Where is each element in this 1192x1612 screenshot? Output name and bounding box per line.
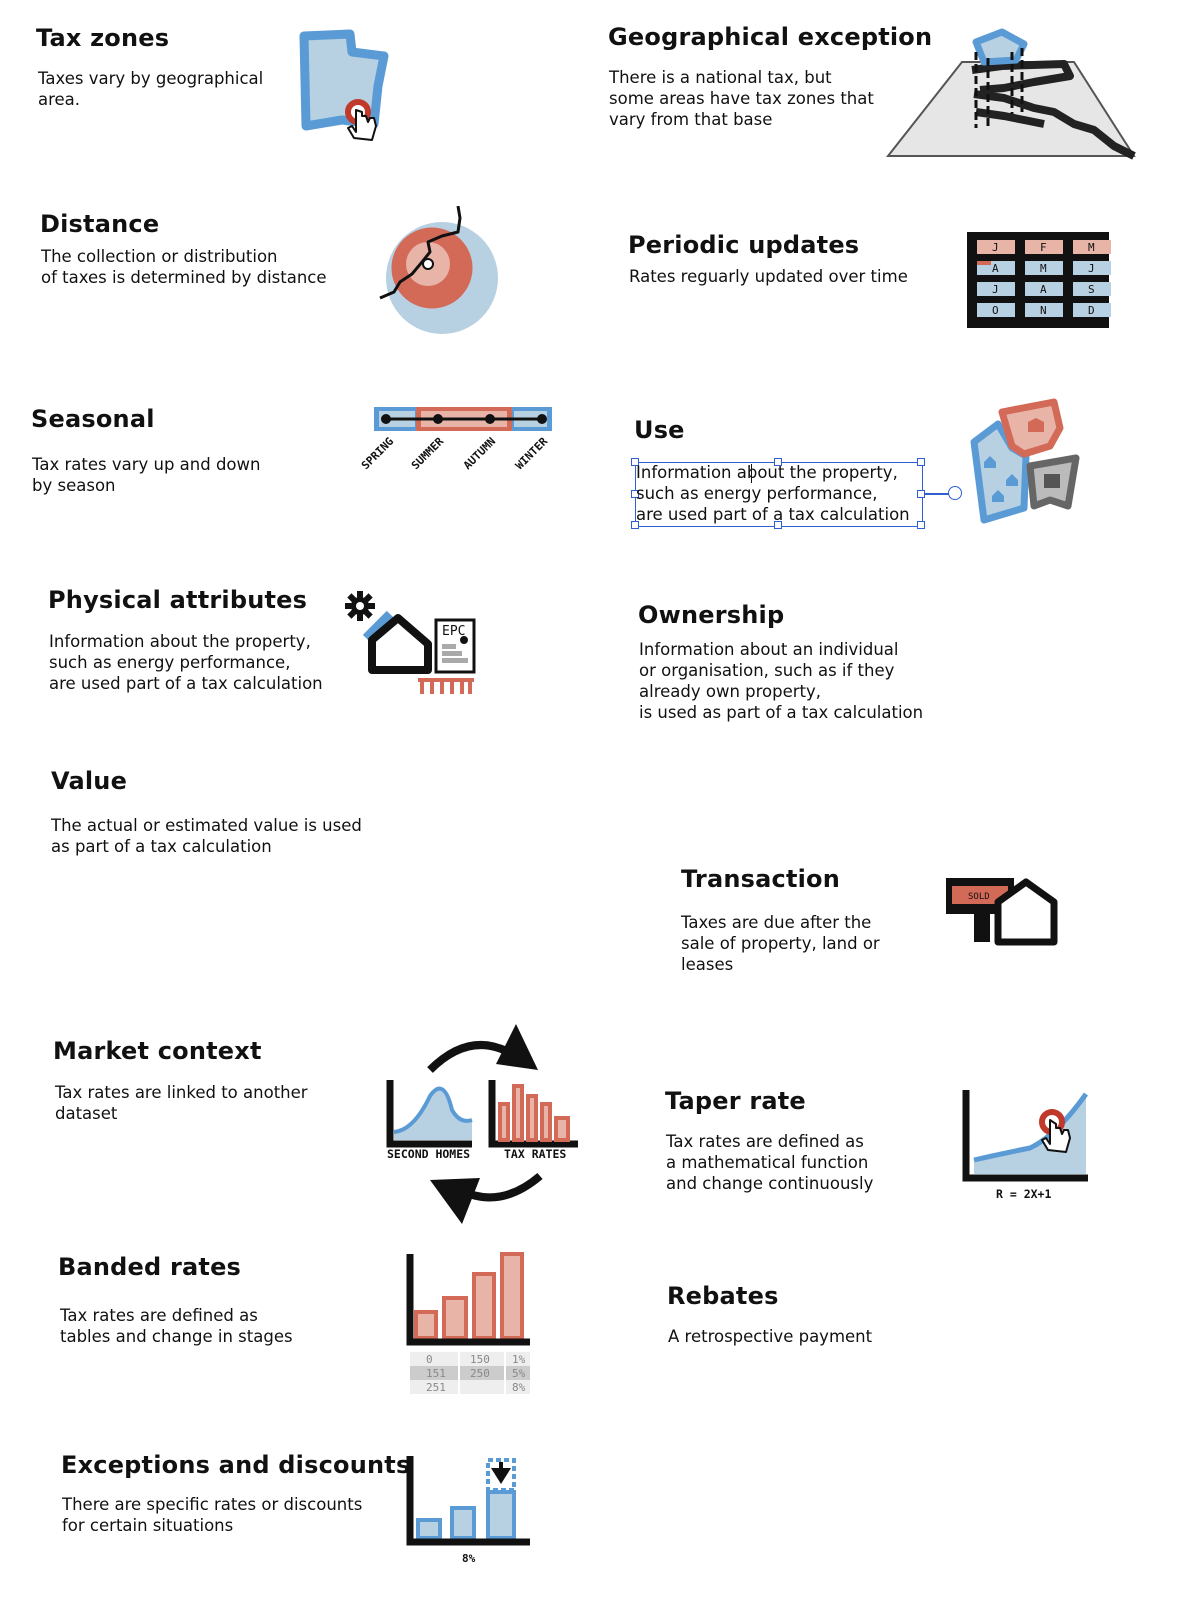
curve-chart-click-icon: R = 2X+1 bbox=[962, 1090, 1089, 1201]
formula-label: R = 2X+1 bbox=[996, 1187, 1051, 1201]
connector-line bbox=[925, 493, 949, 495]
discount-bar-chart-icon: 8% bbox=[406, 1456, 530, 1565]
sold-sign-house-icon: SOLD bbox=[946, 878, 1058, 946]
geo-exception-desc: There is a national tax, but some areas … bbox=[609, 68, 874, 129]
value-title: Value bbox=[51, 767, 128, 795]
calendar-cell bbox=[1073, 303, 1111, 317]
band-table-cell: 1% bbox=[512, 1353, 526, 1366]
second-homes-label: SECOND HOMES bbox=[387, 1147, 470, 1161]
calendar-month-label: J bbox=[1088, 262, 1095, 275]
ownership-desc: Information about an individual or organ… bbox=[639, 640, 924, 722]
calendar-month-label: A bbox=[992, 262, 999, 275]
connector-handle[interactable] bbox=[948, 486, 962, 500]
tax-zones-title: Tax zones bbox=[36, 24, 170, 52]
calendar-cell bbox=[1025, 303, 1063, 317]
calendar-cell bbox=[1073, 240, 1111, 254]
resize-handle[interactable] bbox=[631, 521, 639, 529]
resize-handle[interactable] bbox=[917, 521, 925, 529]
raised-zone-map-icon bbox=[885, 28, 1136, 160]
tax-rates-label: TAX RATES bbox=[504, 1147, 566, 1161]
band-table-cell: 8% bbox=[512, 1381, 526, 1394]
exceptions-title: Exceptions and discounts bbox=[61, 1451, 411, 1479]
band-table-cell: 250 bbox=[470, 1367, 490, 1380]
market-desc: Tax rates are linked to another dataset bbox=[55, 1083, 308, 1123]
physical-desc: Information about the property, such as … bbox=[49, 632, 323, 693]
calendar-month-label: N bbox=[1040, 304, 1047, 317]
linked-datasets-cycle-icon: SECOND HOMES TAX RATES bbox=[386, 1024, 578, 1224]
map-zone-click-icon bbox=[299, 29, 389, 141]
season-label: SPRING bbox=[359, 435, 397, 473]
calendar-cell bbox=[1073, 282, 1111, 296]
distance-radius-icon bbox=[379, 206, 498, 334]
geo-exception-title: Geographical exception bbox=[608, 23, 933, 51]
rebates-title: Rebates bbox=[667, 1282, 779, 1310]
resize-handle[interactable] bbox=[774, 458, 782, 466]
calendar-month-label: J bbox=[992, 283, 999, 296]
text-cursor bbox=[751, 464, 752, 483]
calendar-grid-icon: J F MA M JJ A SO N D bbox=[967, 232, 1111, 328]
value-desc: The actual or estimated value is used as… bbox=[51, 816, 362, 856]
rate-label: 8% bbox=[462, 1552, 476, 1565]
season-label: SUMMER bbox=[409, 435, 447, 473]
transaction-title: Transaction bbox=[681, 865, 841, 893]
calendar-current-marker bbox=[977, 261, 991, 265]
calendar-month-label: J bbox=[992, 241, 999, 254]
calendar-cell bbox=[1025, 261, 1063, 275]
use-title: Use bbox=[634, 416, 685, 444]
tax-zones-desc: Taxes vary by geographical area. bbox=[38, 69, 264, 109]
taper-desc: Tax rates are defined as a mathematical … bbox=[666, 1132, 874, 1193]
periodic-title: Periodic updates bbox=[628, 231, 860, 259]
market-title: Market context bbox=[53, 1037, 262, 1065]
taper-title: Taper rate bbox=[665, 1087, 806, 1115]
periodic-desc: Rates reguarly updated over time bbox=[629, 267, 908, 286]
calendar-month-label: M bbox=[1040, 262, 1047, 275]
calendar-month-label: M bbox=[1088, 241, 1095, 254]
ownership-title: Ownership bbox=[638, 601, 785, 629]
distance-desc: The collection or distribution of taxes … bbox=[41, 247, 327, 287]
sold-label: SOLD bbox=[968, 892, 990, 902]
season-timeline-icon: SPRING SUMMER AUTUMN WINTER bbox=[359, 407, 552, 473]
calendar-month-label: O bbox=[992, 304, 999, 317]
physical-title: Physical attributes bbox=[48, 586, 308, 614]
seasonal-desc: Tax rates vary up and down by season bbox=[32, 455, 261, 495]
gear-icon bbox=[345, 591, 375, 621]
calendar-cell bbox=[1025, 282, 1063, 296]
land-use-zones-icon bbox=[970, 398, 1080, 524]
calendar-cell bbox=[977, 282, 1015, 296]
resize-handle[interactable] bbox=[917, 458, 925, 466]
season-label: AUTUMN bbox=[461, 435, 498, 472]
resize-handle[interactable] bbox=[631, 458, 639, 466]
resize-handle[interactable] bbox=[774, 521, 782, 529]
banded-desc: Tax rates are defined as tables and chan… bbox=[60, 1306, 293, 1346]
season-label: WINTER bbox=[513, 435, 551, 473]
band-table-cell: 5% bbox=[512, 1367, 526, 1380]
transaction-desc: Taxes are due after the sale of property… bbox=[681, 913, 880, 974]
exceptions-desc: There are specific rates or discounts fo… bbox=[62, 1495, 363, 1535]
calendar-cell bbox=[1025, 240, 1063, 254]
use-desc[interactable]: Information about the property, such as … bbox=[636, 463, 910, 524]
calendar-month-label: F bbox=[1040, 241, 1047, 254]
band-table-cell: 251 bbox=[426, 1381, 446, 1394]
band-bar-chart-icon: 0 150 1% 151 250 5% 251 8% bbox=[406, 1252, 530, 1394]
seasonal-title: Seasonal bbox=[31, 405, 155, 433]
epc-label: EPC bbox=[442, 624, 465, 639]
band-table-cell: 0 bbox=[426, 1353, 433, 1366]
calendar-cell bbox=[977, 303, 1015, 317]
banded-title: Banded rates bbox=[58, 1253, 242, 1281]
band-table-cell: 150 bbox=[470, 1353, 490, 1366]
resize-handle[interactable] bbox=[917, 490, 925, 498]
house-epc-icon: EPC bbox=[345, 591, 476, 694]
calendar-month-label: A bbox=[1040, 283, 1047, 296]
rebates-desc: A retrospective payment bbox=[668, 1327, 873, 1346]
distance-title: Distance bbox=[40, 210, 160, 238]
calendar-cell bbox=[977, 240, 1015, 254]
resize-handle[interactable] bbox=[631, 490, 639, 498]
calendar-month-label: S bbox=[1088, 283, 1095, 296]
calendar-month-label: D bbox=[1088, 304, 1095, 317]
band-table-cell: 151 bbox=[426, 1367, 446, 1380]
calendar-cell bbox=[1073, 261, 1111, 275]
